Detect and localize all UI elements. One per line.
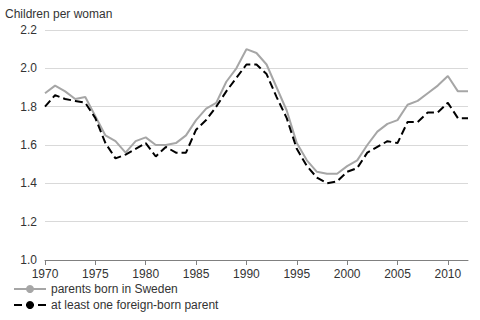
svg-text:1980: 1980 [132, 267, 159, 281]
svg-text:1975: 1975 [82, 267, 109, 281]
svg-text:2000: 2000 [334, 267, 361, 281]
svg-text:1985: 1985 [183, 267, 210, 281]
svg-text:parents born in Sweden: parents born in Sweden [51, 282, 178, 296]
svg-text:1970: 1970 [32, 267, 59, 281]
svg-text:2.0: 2.0 [20, 61, 37, 75]
svg-text:1.4: 1.4 [20, 176, 37, 190]
svg-text:1995: 1995 [283, 267, 310, 281]
svg-text:1.8: 1.8 [20, 100, 37, 114]
svg-text:2.2: 2.2 [20, 23, 37, 37]
svg-text:1990: 1990 [233, 267, 260, 281]
svg-text:at least one foreign-born pare: at least one foreign-born parent [51, 298, 219, 312]
svg-text:2010: 2010 [435, 267, 462, 281]
svg-text:1.6: 1.6 [20, 138, 37, 152]
svg-text:Children per woman: Children per woman [5, 7, 112, 21]
svg-text:1.0: 1.0 [20, 253, 37, 267]
svg-text:1.2: 1.2 [20, 215, 37, 229]
svg-text:2005: 2005 [384, 267, 411, 281]
